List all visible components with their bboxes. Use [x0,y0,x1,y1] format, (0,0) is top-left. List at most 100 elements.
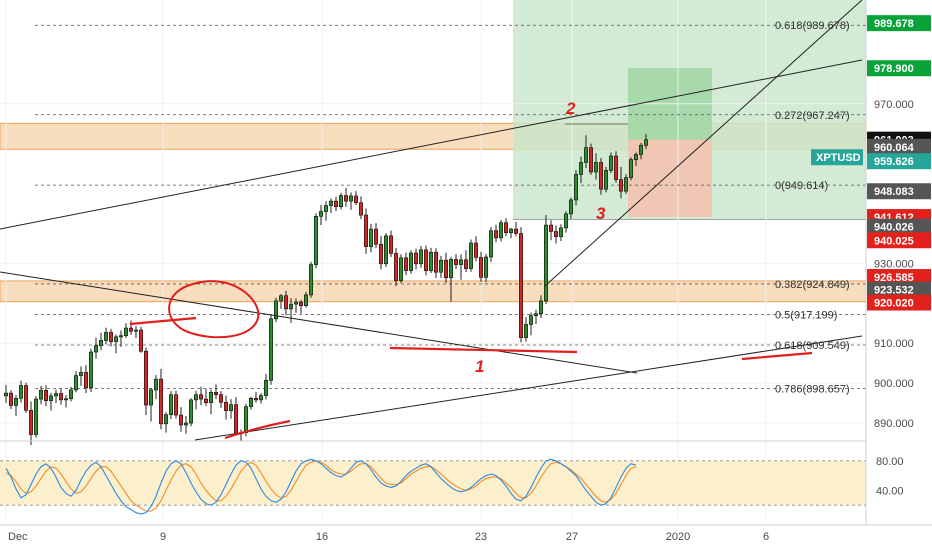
candle-body [358,202,363,216]
candle-body [408,252,413,271]
candle-body [174,394,179,416]
fib-label-0: 0.618(989.678) [775,20,850,32]
price-tick-4: 890.000 [874,418,914,430]
annotation-2: 2 [565,99,576,118]
price-tick-2: 910.000 [874,338,914,350]
candle-body [643,139,648,146]
red-circle-highlight [168,280,260,339]
candle-body [573,174,578,201]
candle-body [343,195,348,202]
candle-body [478,257,483,278]
annotation-1: 1 [475,357,484,376]
candle-body [568,199,573,215]
candle-body [283,295,288,310]
candle-body [543,224,548,302]
price-tag-bg-0 [867,15,931,32]
price-tag-bg-11 [867,294,931,311]
candle-body [234,404,239,435]
candle-body [224,401,229,411]
candle-body [129,327,134,332]
candle-body [608,155,613,171]
candle-body [79,372,84,376]
stochastic-d-line [5,460,637,512]
candle-body [43,390,48,401]
candle-body [473,242,478,258]
time-tick-1: 9 [160,531,166,543]
candle-body [254,397,259,401]
candle-body [268,318,273,381]
fib-label-2: 0(949.614) [775,180,828,192]
time-tick-0: Dec [8,531,28,543]
candle-body [353,195,358,204]
candle-body [458,259,463,265]
candle-body [164,414,169,425]
red-mark-bottom [224,419,291,440]
candle-body [308,264,313,296]
candle-body [623,177,628,192]
red-mark-left [129,316,197,326]
candle-body [388,235,393,254]
candle-body [154,378,159,391]
candle-body [488,230,493,258]
candle-body [119,335,124,338]
descending-trendline [0,271,638,374]
candle-body [144,350,149,406]
candle-body [69,389,74,399]
candle-body [23,385,28,411]
time-tick-6: 6 [763,531,769,543]
candle-body [244,406,249,433]
candle-body [149,389,154,406]
candle-body [548,224,553,232]
price-tag-5: 948.083 [874,186,914,198]
candle-body [523,324,528,338]
red-mark-right [741,351,813,361]
candle-body [199,394,204,400]
price-tag-3: 960.064 [874,142,915,154]
candle-body [383,235,388,265]
symbol-tag-bg [811,149,863,166]
steep-uptrend-line [544,0,863,287]
stochastic-k-line [5,458,637,515]
candle-body [219,394,224,403]
candle-body [538,300,543,314]
candle-body [53,393,58,397]
candle-body [263,380,268,396]
candle-body [638,144,643,155]
candle-body [438,259,443,273]
candle-body [338,195,343,208]
candle-body [413,252,418,265]
price-tags-layer: 989.678978.900961.003960.064959.626948.0… [811,15,931,311]
candle-body [603,170,608,190]
candle-body [373,228,378,245]
fib-label-5: 0.618(909.549) [775,340,850,352]
price-tag-8: 940.025 [874,235,914,247]
price-tag-0: 989.678 [874,18,914,30]
candle-body [613,155,618,180]
candle-body [468,242,473,269]
candle-body [194,394,199,401]
fib-label-1: 0.272(967.247) [775,110,850,122]
candle-body [498,222,503,239]
price-tag-bg-3 [867,138,931,155]
price-tag-bg-9 [867,269,931,286]
candle-body [28,409,33,435]
price-tag-bg-8 [867,232,931,249]
stochastic-pane [0,440,932,515]
price-tag-11: 920.020 [874,298,914,310]
price-tag-10: 923.532 [874,285,914,297]
candle-body [273,300,278,320]
candle-body [403,257,408,271]
candle-body [368,228,373,247]
candle-body [448,259,453,279]
candle-body [418,249,423,265]
candle-body [563,213,568,229]
candle-body [139,329,144,352]
candle-body [249,397,254,407]
candle-body [184,422,189,426]
candle-body [583,147,588,163]
price-tag-bg-4 [867,153,931,170]
candle-body [533,313,538,316]
candle-body [84,372,89,389]
candle-body [298,301,303,307]
